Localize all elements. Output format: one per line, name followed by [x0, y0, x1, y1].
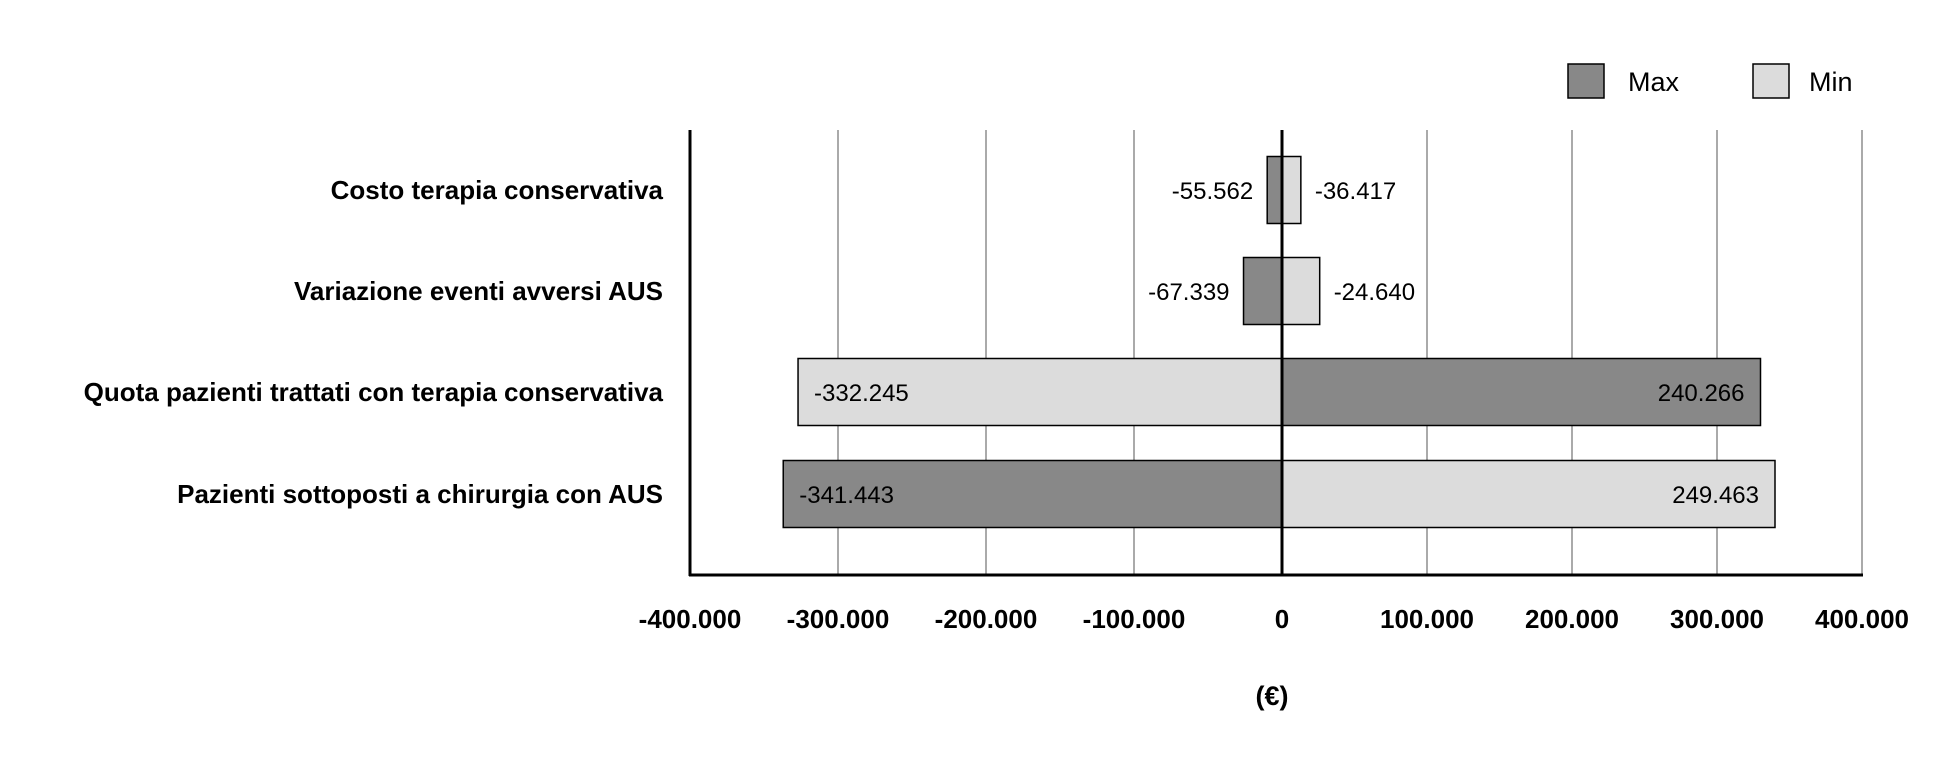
legend-swatch-max [1567, 63, 1605, 99]
x-axis-title: (€) [1256, 681, 1289, 711]
legend: Max Min [1567, 63, 1853, 99]
value-label-min-0: -36.417 [1315, 178, 1396, 205]
bar-max-1 [1242, 256, 1283, 326]
x-tick-label-7: 300.000 [1670, 604, 1764, 634]
value-label-min-2: -332.245 [814, 380, 909, 407]
legend-swatch-min [1752, 63, 1790, 99]
legend-label-max: Max [1628, 67, 1680, 97]
category-label-2: Quota pazienti trattati con terapia cons… [84, 377, 664, 407]
category-label-3: Pazienti sottoposti a chirurgia con AUS [177, 479, 663, 509]
value-label-max-2: 240.266 [1658, 380, 1745, 407]
bar-min-2 [797, 357, 1283, 427]
category-label-0: Costo terapia conservativa [331, 175, 664, 205]
bar-min-0 [1281, 155, 1302, 225]
x-tick-label-8: 400.000 [1815, 604, 1909, 634]
x-tick-label-6: 200.000 [1525, 604, 1619, 634]
bar-max-3 [782, 459, 1283, 529]
bars [782, 155, 1776, 529]
legend-label-min: Min [1809, 67, 1853, 97]
axes [688, 130, 1863, 577]
labels: -400.000 -300.000 -200.000 -100.000 0 100.000… [84, 175, 1909, 634]
x-tick-label-2: -200.000 [935, 604, 1038, 634]
value-label-max-3: -341.443 [799, 482, 894, 509]
x-tick-label-5: 100.000 [1380, 604, 1474, 634]
value-label-max-1: -67.339 [1148, 279, 1229, 306]
x-tick-label-1: -300.000 [787, 604, 890, 634]
grid-lines [837, 130, 1863, 575]
value-label-max-0: -55.562 [1172, 178, 1253, 205]
bar-max-0 [1266, 155, 1283, 225]
x-tick-label-4: 0 [1275, 604, 1289, 634]
value-label-min-1: -24.640 [1334, 279, 1415, 306]
bar-min-1 [1281, 256, 1321, 326]
category-label-1: Variazione eventi avversi AUS [294, 276, 663, 306]
x-tick-label-3: -100.000 [1083, 604, 1186, 634]
value-label-min-3: 249.463 [1672, 482, 1759, 509]
x-tick-label-0: -400.000 [639, 604, 742, 634]
